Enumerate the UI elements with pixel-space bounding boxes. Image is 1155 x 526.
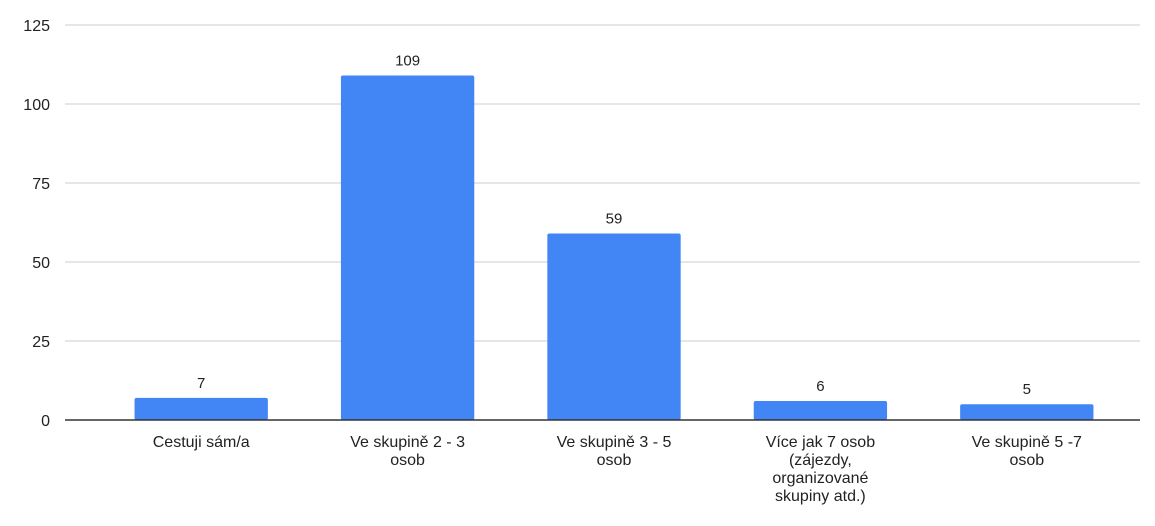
x-tick-label: Ve skupině 2 - 3 osob: [350, 434, 465, 469]
data-label: 6: [816, 378, 824, 395]
x-tick-label: Ve skupině 5 -7 osob: [972, 434, 1082, 469]
data-label: 7: [197, 375, 205, 392]
data-label: 59: [606, 211, 623, 228]
y-tick-label: 50: [32, 255, 50, 272]
data-label: 5: [1023, 381, 1031, 398]
bar: [960, 404, 1094, 420]
bar: [753, 401, 888, 420]
bar: [547, 233, 681, 420]
y-tick-label: 25: [32, 334, 50, 351]
data-label: 109: [395, 53, 420, 70]
y-tick-label: 0: [41, 413, 50, 430]
x-tick-label: Cestuji sám/a: [153, 434, 250, 451]
bar: [340, 75, 475, 420]
y-tick-label: 100: [23, 97, 50, 114]
bar: [134, 397, 268, 420]
x-tick-label: Ve skupině 3 - 5 osob: [557, 434, 672, 469]
x-tick-label: Více jak 7 osob (zájezdy, organizované skup…: [766, 434, 876, 505]
y-tick-label: 125: [23, 18, 50, 35]
y-tick-label: 75: [32, 176, 50, 193]
